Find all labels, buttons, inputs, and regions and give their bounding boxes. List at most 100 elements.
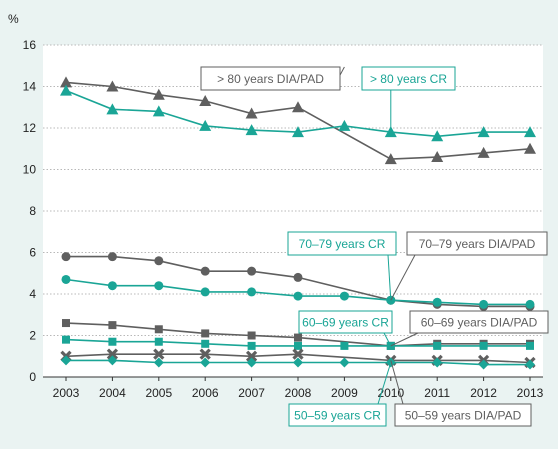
data-point-x-stroke (153, 348, 165, 360)
data-point-triangle (245, 107, 258, 119)
data-point-circle (200, 287, 210, 297)
annotation-box (200, 66, 341, 91)
data-point-square (62, 335, 70, 344)
annotation-box (288, 403, 387, 427)
y-tick-label: 4 (29, 287, 36, 301)
data-point-triangle (477, 146, 490, 158)
x-tick-label: 2008 (285, 386, 312, 400)
annotation-callout: 60–69 years CR (298, 310, 393, 347)
annotation-callout: 70–79 years CR (287, 231, 397, 301)
data-point-x (199, 348, 211, 360)
data-point-triangle (199, 119, 212, 131)
data-point-square (340, 341, 349, 350)
data-point-circle (293, 272, 303, 282)
annotation-label: > 80 years CR (370, 72, 447, 86)
annotation-leader (390, 254, 416, 301)
data-point-x-stroke (106, 348, 119, 360)
x-tick-label: 2007 (238, 386, 265, 400)
annotation-callout: 70–79 years DIA/PAD (390, 231, 548, 301)
y-tick-label: 14 (23, 80, 37, 94)
x-tick-label: 2003 (53, 386, 80, 400)
series-layer (60, 76, 536, 370)
y-tick-label: 0 (29, 370, 36, 384)
series (61, 355, 535, 370)
annotation-leader (390, 332, 419, 347)
data-point-square (108, 337, 117, 346)
data-point-circle (107, 252, 117, 262)
annotation-label: 50–59 years DIA/PAD (405, 409, 522, 423)
data-point-circle (200, 266, 210, 276)
series (60, 76, 536, 165)
data-point-diamond (61, 355, 71, 366)
data-point-triangle (106, 80, 119, 92)
annotation-callout: > 80 years CR (361, 66, 456, 133)
data-point-triangle (477, 126, 490, 138)
annotation-box (361, 66, 456, 91)
x-tick-label: 2006 (192, 386, 219, 400)
annotation-label: > 80 years DIA/PAD (217, 72, 324, 86)
annotation-label: 50–59 years CR (294, 409, 381, 423)
data-point-triangle (199, 95, 212, 107)
data-point-circle (107, 281, 117, 291)
data-point-circle (293, 291, 303, 301)
data-point-square (526, 341, 534, 350)
series-line (65, 322, 530, 347)
series (60, 84, 536, 142)
annotation-leader (377, 362, 392, 405)
y-unit-label: % (8, 12, 19, 26)
data-point-diamond (200, 357, 211, 368)
data-point-circle (432, 297, 442, 307)
data-point-square (154, 337, 163, 346)
data-point-triangle (524, 126, 536, 138)
x-tick-label: 2010 (377, 386, 404, 400)
data-point-circle (154, 256, 164, 266)
x-tick-label: 2005 (145, 386, 172, 400)
annotation-leader (390, 360, 404, 405)
data-point-circle (339, 291, 349, 301)
data-point-diamond (525, 359, 535, 370)
data-point-square (479, 341, 488, 350)
annotation-box (394, 403, 532, 427)
data-point-triangle (245, 124, 258, 136)
data-point-x (245, 350, 258, 362)
data-point-square (154, 325, 163, 334)
annotation-callout: 60–69 years DIA/PAD (390, 310, 549, 347)
data-point-diamond (478, 359, 489, 370)
data-point-square (62, 319, 70, 328)
annotation-label: 70–79 years CR (299, 237, 386, 251)
data-point-circle (61, 252, 71, 262)
data-point-diamond (107, 355, 118, 366)
data-point-triangle (292, 101, 304, 113)
data-point-square (108, 321, 117, 330)
data-point-x (153, 348, 165, 360)
annotation-box (409, 310, 549, 334)
data-point-circle (247, 266, 257, 276)
data-point-triangle (292, 126, 304, 138)
data-point-triangle (524, 142, 536, 154)
annotation-box (287, 231, 397, 256)
data-point-square (247, 341, 256, 350)
x-tick-label: 2009 (331, 386, 358, 400)
annotation-callout: > 80 years DIA/PAD (200, 66, 345, 91)
y-tick-label: 12 (23, 121, 37, 135)
data-point-diamond (246, 357, 257, 368)
data-point-square (294, 341, 302, 350)
annotation-layer: > 80 years DIA/PAD > 80 years CR 70–79 yea… (200, 66, 549, 427)
data-point-circle (525, 299, 535, 309)
annotation-leader (387, 254, 392, 301)
data-point-triangle (152, 88, 165, 100)
data-point-x-stroke (245, 350, 258, 362)
data-point-x-stroke (199, 348, 211, 360)
data-point-square (247, 331, 256, 340)
y-tick-label: 8 (29, 204, 36, 218)
annotation-callout: 50–59 years DIA/PAD (390, 360, 532, 427)
y-tick-label: 2 (29, 329, 36, 343)
data-point-triangle (384, 153, 397, 165)
data-point-triangle (60, 84, 72, 96)
x-tick-label: 2013 (517, 386, 544, 400)
annotation-callout: 50–59 years CR (288, 362, 392, 427)
series-line (66, 255, 530, 308)
data-point-diamond (432, 357, 443, 368)
